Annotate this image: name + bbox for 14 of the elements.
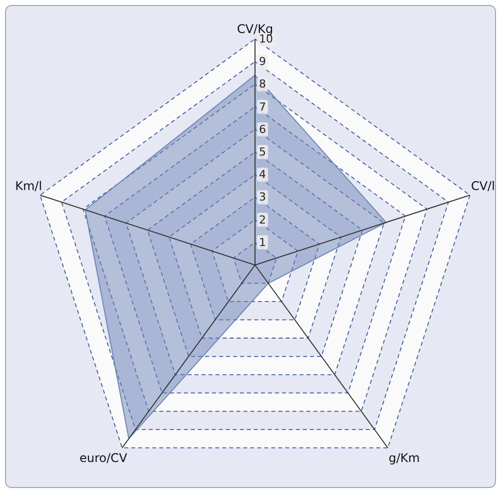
y-tick-label: 4 [259, 168, 266, 182]
spoke-label: euro/CV [80, 450, 128, 465]
spoke-label: CV/l [470, 179, 495, 194]
spoke-label: g/Km [388, 450, 420, 465]
y-tick-label: 3 [259, 190, 266, 204]
y-tick-label: 10 [259, 32, 273, 46]
y-tick-label: 5 [259, 146, 266, 158]
y-tick-label: 2 [259, 213, 266, 226]
y-tick-label: 1 [259, 236, 266, 249]
spoke-label: Km/l [15, 179, 42, 194]
y-tick-label: 7 [259, 100, 266, 114]
y-tick-label: 9 [259, 55, 266, 68]
y-tick-label: 8 [259, 78, 266, 91]
y-tick-label: 6 [259, 122, 266, 136]
